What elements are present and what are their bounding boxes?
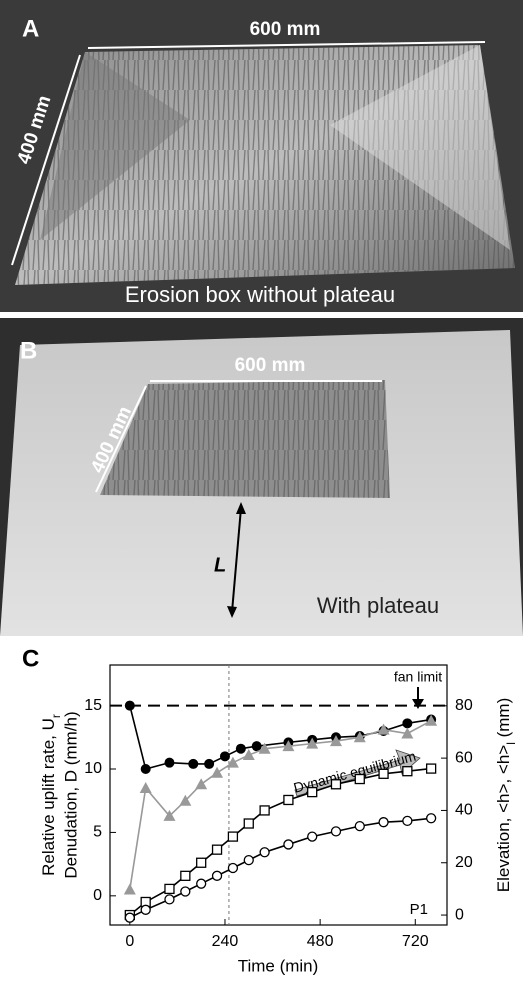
data-point — [125, 913, 134, 922]
data-point — [195, 778, 207, 789]
y-tick-label: 5 — [93, 824, 102, 841]
panel-label: A — [22, 15, 39, 42]
data-point — [140, 782, 152, 793]
y2-tick-label: 0 — [455, 906, 464, 923]
y2-tick-label: 40 — [455, 802, 473, 819]
data-point — [403, 767, 412, 776]
series-line — [130, 769, 431, 915]
x-tick-label: 240 — [212, 933, 239, 950]
data-point — [204, 759, 214, 769]
y-axis-label: Denudation, D (mm/h) — [61, 711, 80, 878]
data-point — [284, 795, 293, 804]
fan-limit-arrowhead — [412, 699, 424, 709]
data-point — [260, 848, 269, 857]
plot-frame — [110, 665, 447, 925]
dimension-label: 600 mm — [250, 19, 321, 40]
data-point — [124, 883, 136, 894]
y2-axis-label: Elevation, <h>, <h>l (mm) — [494, 698, 518, 893]
x-tick-label: 720 — [402, 933, 429, 950]
data-point — [427, 814, 436, 823]
x-tick-label: 480 — [307, 933, 334, 950]
panel-label: C — [22, 645, 39, 672]
data-point — [331, 827, 340, 836]
data-point — [228, 832, 237, 841]
y-tick-label: 10 — [84, 760, 102, 777]
data-point — [141, 905, 150, 914]
data-point — [125, 701, 135, 711]
caption: With plateau — [317, 593, 439, 618]
y2-tick-label: 60 — [455, 749, 473, 766]
data-point — [188, 759, 198, 769]
figure: A 600 mm 400 mm Erosion box without plat… — [0, 0, 523, 983]
data-point — [211, 767, 223, 778]
data-point — [197, 879, 206, 888]
data-point — [308, 788, 317, 797]
data-point — [308, 832, 317, 841]
y-tick-label: 0 — [93, 887, 102, 904]
data-point — [427, 764, 436, 773]
data-point — [331, 780, 340, 789]
data-point — [228, 863, 237, 872]
data-point — [220, 751, 230, 761]
x-tick-label: 0 — [125, 933, 134, 950]
x-axis-label: Time (min) — [238, 956, 319, 975]
data-point — [165, 884, 174, 893]
data-point — [181, 887, 190, 896]
fan-limit-label: fan limit — [394, 669, 442, 685]
data-point — [403, 816, 412, 825]
y2-tick-label: 20 — [455, 854, 473, 871]
data-point — [181, 871, 190, 880]
photo-b: B 600 mm 400 mm L With plateau — [0, 318, 523, 636]
panel-label: B — [20, 337, 37, 364]
data-point — [355, 775, 364, 784]
distance-label: L — [214, 554, 226, 576]
data-point — [213, 871, 222, 880]
data-point — [244, 819, 253, 828]
data-point — [379, 818, 388, 827]
y2-axis-label-part: (mm) — [494, 698, 513, 742]
data-point — [197, 858, 206, 867]
y-tick-label: 15 — [84, 697, 102, 714]
series-line — [130, 818, 431, 917]
chart: C Time (min) Relative uplift rate, Ur De… — [22, 645, 518, 975]
annotation: P1 — [410, 901, 428, 918]
data-point — [213, 845, 222, 854]
caption: Erosion box without plateau — [125, 282, 395, 307]
data-point — [355, 822, 364, 831]
y-axis-label-part: Relative uplift rate, U — [39, 718, 58, 876]
data-point — [165, 895, 174, 904]
data-point — [284, 840, 293, 849]
photo-a: A 600 mm 400 mm Erosion box without plat… — [0, 0, 523, 312]
series-line — [130, 721, 431, 890]
data-point — [402, 718, 412, 728]
dimension-label: 600 mm — [235, 355, 306, 376]
data-point — [236, 744, 246, 754]
data-point — [379, 769, 388, 778]
data-point — [164, 758, 174, 768]
data-point — [244, 856, 253, 865]
data-point — [260, 806, 269, 815]
data-point — [141, 764, 151, 774]
y-axis-label: Relative uplift rate, Ur — [39, 714, 63, 876]
y2-tick-label: 80 — [455, 697, 473, 714]
y2-axis-label-part: Elevation, <h>, <h> — [494, 745, 513, 893]
